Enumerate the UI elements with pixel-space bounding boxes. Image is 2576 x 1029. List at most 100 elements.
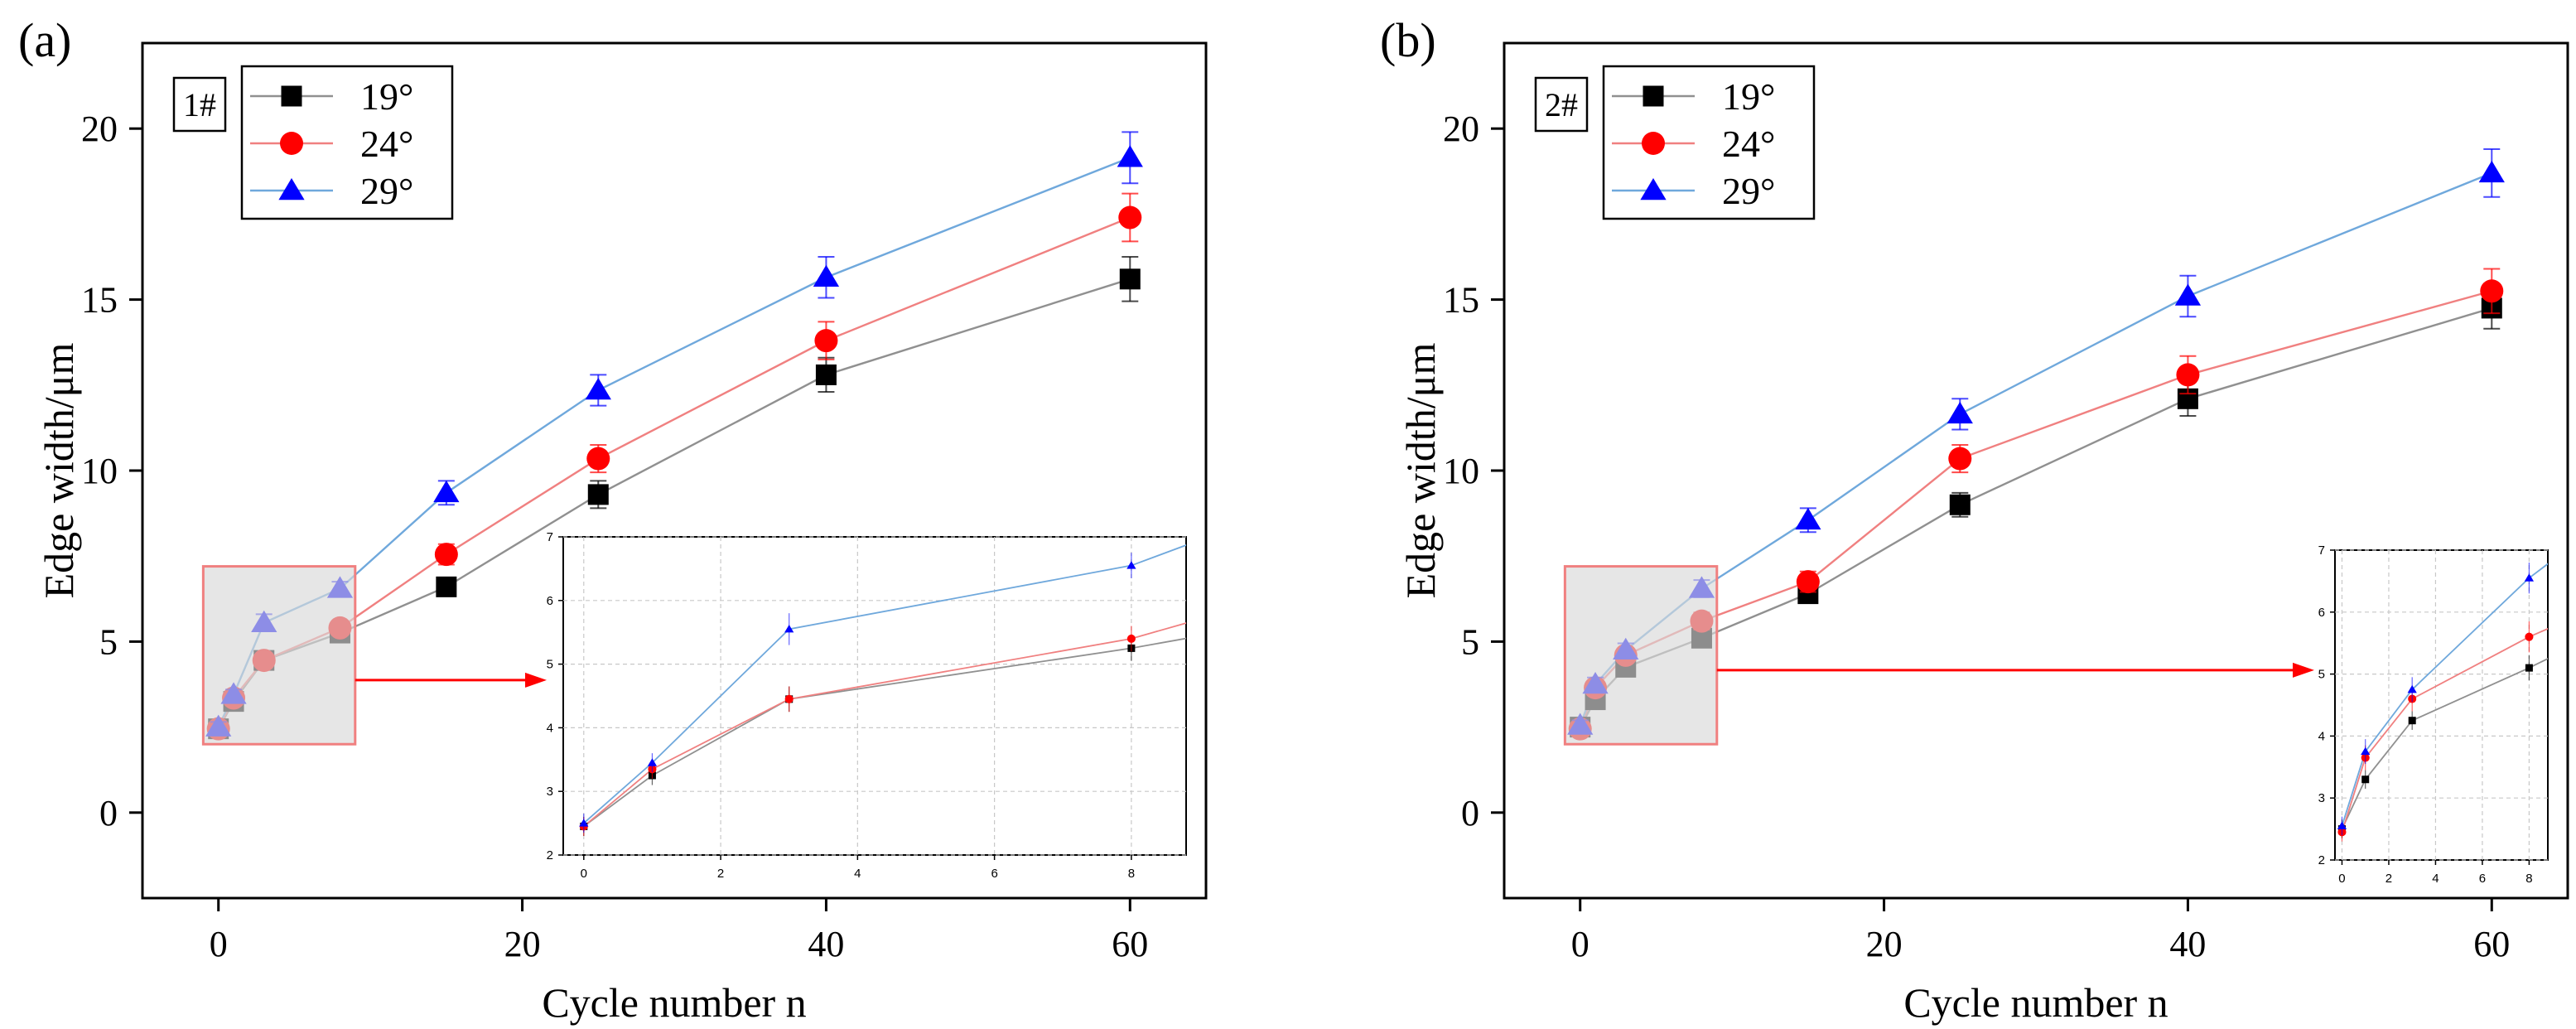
- inset-y-tick-label: 4: [2318, 729, 2325, 743]
- sample-label: 1#: [183, 86, 216, 123]
- data-point-19deg: [815, 364, 837, 385]
- inset-x-tick-label: 8: [1128, 867, 1135, 881]
- x-tick-label: 60: [2473, 924, 2510, 964]
- legend-marker-24deg: [280, 132, 303, 155]
- legend-label: 24°: [360, 123, 413, 165]
- x-tick-label: 0: [210, 924, 228, 964]
- sample-label-box: [1534, 76, 1589, 133]
- inset-data-point-29deg: [2361, 746, 2371, 756]
- inset-y-tick-label: 3: [547, 785, 553, 799]
- inset-x-tick-label: 6: [2479, 872, 2486, 886]
- legend-label: 29°: [1722, 170, 1775, 212]
- inset-data-point-19deg: [2525, 664, 2533, 672]
- legend-marker-19deg: [1643, 85, 1664, 107]
- x-tick-label: 40: [2169, 924, 2206, 964]
- inset-y-tick-label: 5: [547, 658, 553, 672]
- inset-y-tick-label: 5: [2318, 668, 2325, 682]
- inset-x-tick-label: 8: [2525, 872, 2532, 886]
- data-point-29deg: [585, 377, 611, 400]
- inset-frame: [562, 536, 1187, 856]
- data-point-24deg: [1796, 570, 1820, 594]
- legend-label: 29°: [360, 170, 413, 212]
- zoom-region-highlight: [1563, 565, 1719, 746]
- x-axis-title: Cycle number n: [542, 979, 806, 1026]
- y-tick-label: 15: [1443, 280, 1479, 321]
- panel-label: (a): [18, 13, 71, 67]
- inset-data-point-29deg: [2337, 821, 2347, 829]
- x-axis-title: Cycle number n: [1903, 979, 2168, 1026]
- inset-y-tick-label: 7: [547, 530, 553, 544]
- inset-data-point-29deg: [647, 758, 658, 766]
- inset-data-point-29deg: [1126, 561, 1136, 569]
- inset-data-point-29deg: [2524, 573, 2535, 582]
- panel-label: (b): [1380, 13, 1436, 67]
- inset-y-tick-label: 4: [547, 721, 553, 735]
- x-tick-label: 0: [1571, 924, 1589, 964]
- data-point-29deg: [2174, 283, 2202, 306]
- data-point-24deg: [2480, 279, 2504, 303]
- inset-data-point-19deg: [2361, 775, 2370, 784]
- inset-y-tick-label: 3: [2318, 791, 2325, 805]
- inset-series-group: [579, 544, 1186, 836]
- y-tick-label: 20: [81, 109, 118, 149]
- inset-frame: [2334, 549, 2549, 861]
- data-point-24deg: [2176, 363, 2200, 387]
- inset-y-tick-label: 2: [547, 848, 553, 862]
- inset-x-tick-label: 0: [581, 867, 587, 881]
- zoom-arrow-head: [525, 672, 547, 688]
- y-tick-label: 15: [81, 280, 118, 321]
- inset-data-point-24deg: [784, 694, 794, 703]
- sample-label: 2#: [1545, 86, 1578, 123]
- inset-x-tick-label: 6: [991, 867, 997, 881]
- legend-label: 19°: [360, 75, 413, 118]
- data-point-29deg: [1946, 401, 1973, 424]
- data-point-24deg: [814, 329, 838, 353]
- data-point-19deg: [1119, 268, 1141, 290]
- inset-x-tick-label: 2: [2385, 872, 2392, 886]
- data-point-24deg: [434, 543, 458, 567]
- inset-chart: 0 2 4 6 8 2 3 4 5 6 7: [547, 530, 1187, 881]
- y-tick-label: 10: [1443, 451, 1479, 491]
- data-point-19deg: [587, 484, 609, 505]
- data-point-29deg: [813, 264, 840, 287]
- inset-data-point-24deg: [1126, 634, 1136, 643]
- legend-marker-19deg: [281, 85, 302, 107]
- x-tick-label: 60: [1112, 924, 1148, 964]
- x-tick-label: 20: [1866, 924, 1903, 964]
- inset-data-point-29deg: [579, 819, 589, 827]
- legend-label: 24°: [1722, 123, 1775, 165]
- data-point-29deg: [1117, 145, 1143, 167]
- inset-x-tick-label: 2: [717, 867, 724, 881]
- data-point-19deg: [1949, 494, 1971, 515]
- inset-y-tick-label: 6: [547, 594, 553, 608]
- data-point-19deg: [436, 576, 457, 597]
- y-tick-label: 0: [1461, 793, 1479, 833]
- zoom-arrow-head: [2293, 662, 2314, 678]
- inset-x-tick-label: 4: [2432, 872, 2439, 886]
- inset-data-point-29deg: [784, 624, 794, 633]
- inset-x-tick-label: 0: [2338, 872, 2345, 886]
- inset-y-tick-label: 2: [2318, 853, 2325, 867]
- inset-series-group: [2337, 562, 2548, 842]
- inset-data-point-24deg: [2525, 632, 2534, 641]
- y-tick-label: 5: [99, 621, 118, 662]
- data-point-24deg: [586, 447, 610, 471]
- y-tick-label: 10: [81, 451, 118, 491]
- legend-marker-29deg: [278, 178, 305, 200]
- legend-marker-24deg: [1642, 132, 1665, 155]
- data-point-29deg: [2478, 160, 2505, 183]
- legend-marker-29deg: [1640, 178, 1667, 200]
- inset-data-point-29deg: [2407, 684, 2417, 693]
- y-axis-title: Edge width/μm: [36, 343, 82, 599]
- data-point-29deg: [433, 480, 460, 503]
- inset-y-tick-label: 6: [2318, 606, 2325, 620]
- sample-label-box: [172, 76, 227, 133]
- inset-data-point-19deg: [2408, 717, 2416, 725]
- inset-x-tick-label: 4: [854, 867, 861, 881]
- y-axis-title: Edge width/μm: [1397, 343, 1444, 599]
- data-point-29deg: [1795, 507, 1821, 530]
